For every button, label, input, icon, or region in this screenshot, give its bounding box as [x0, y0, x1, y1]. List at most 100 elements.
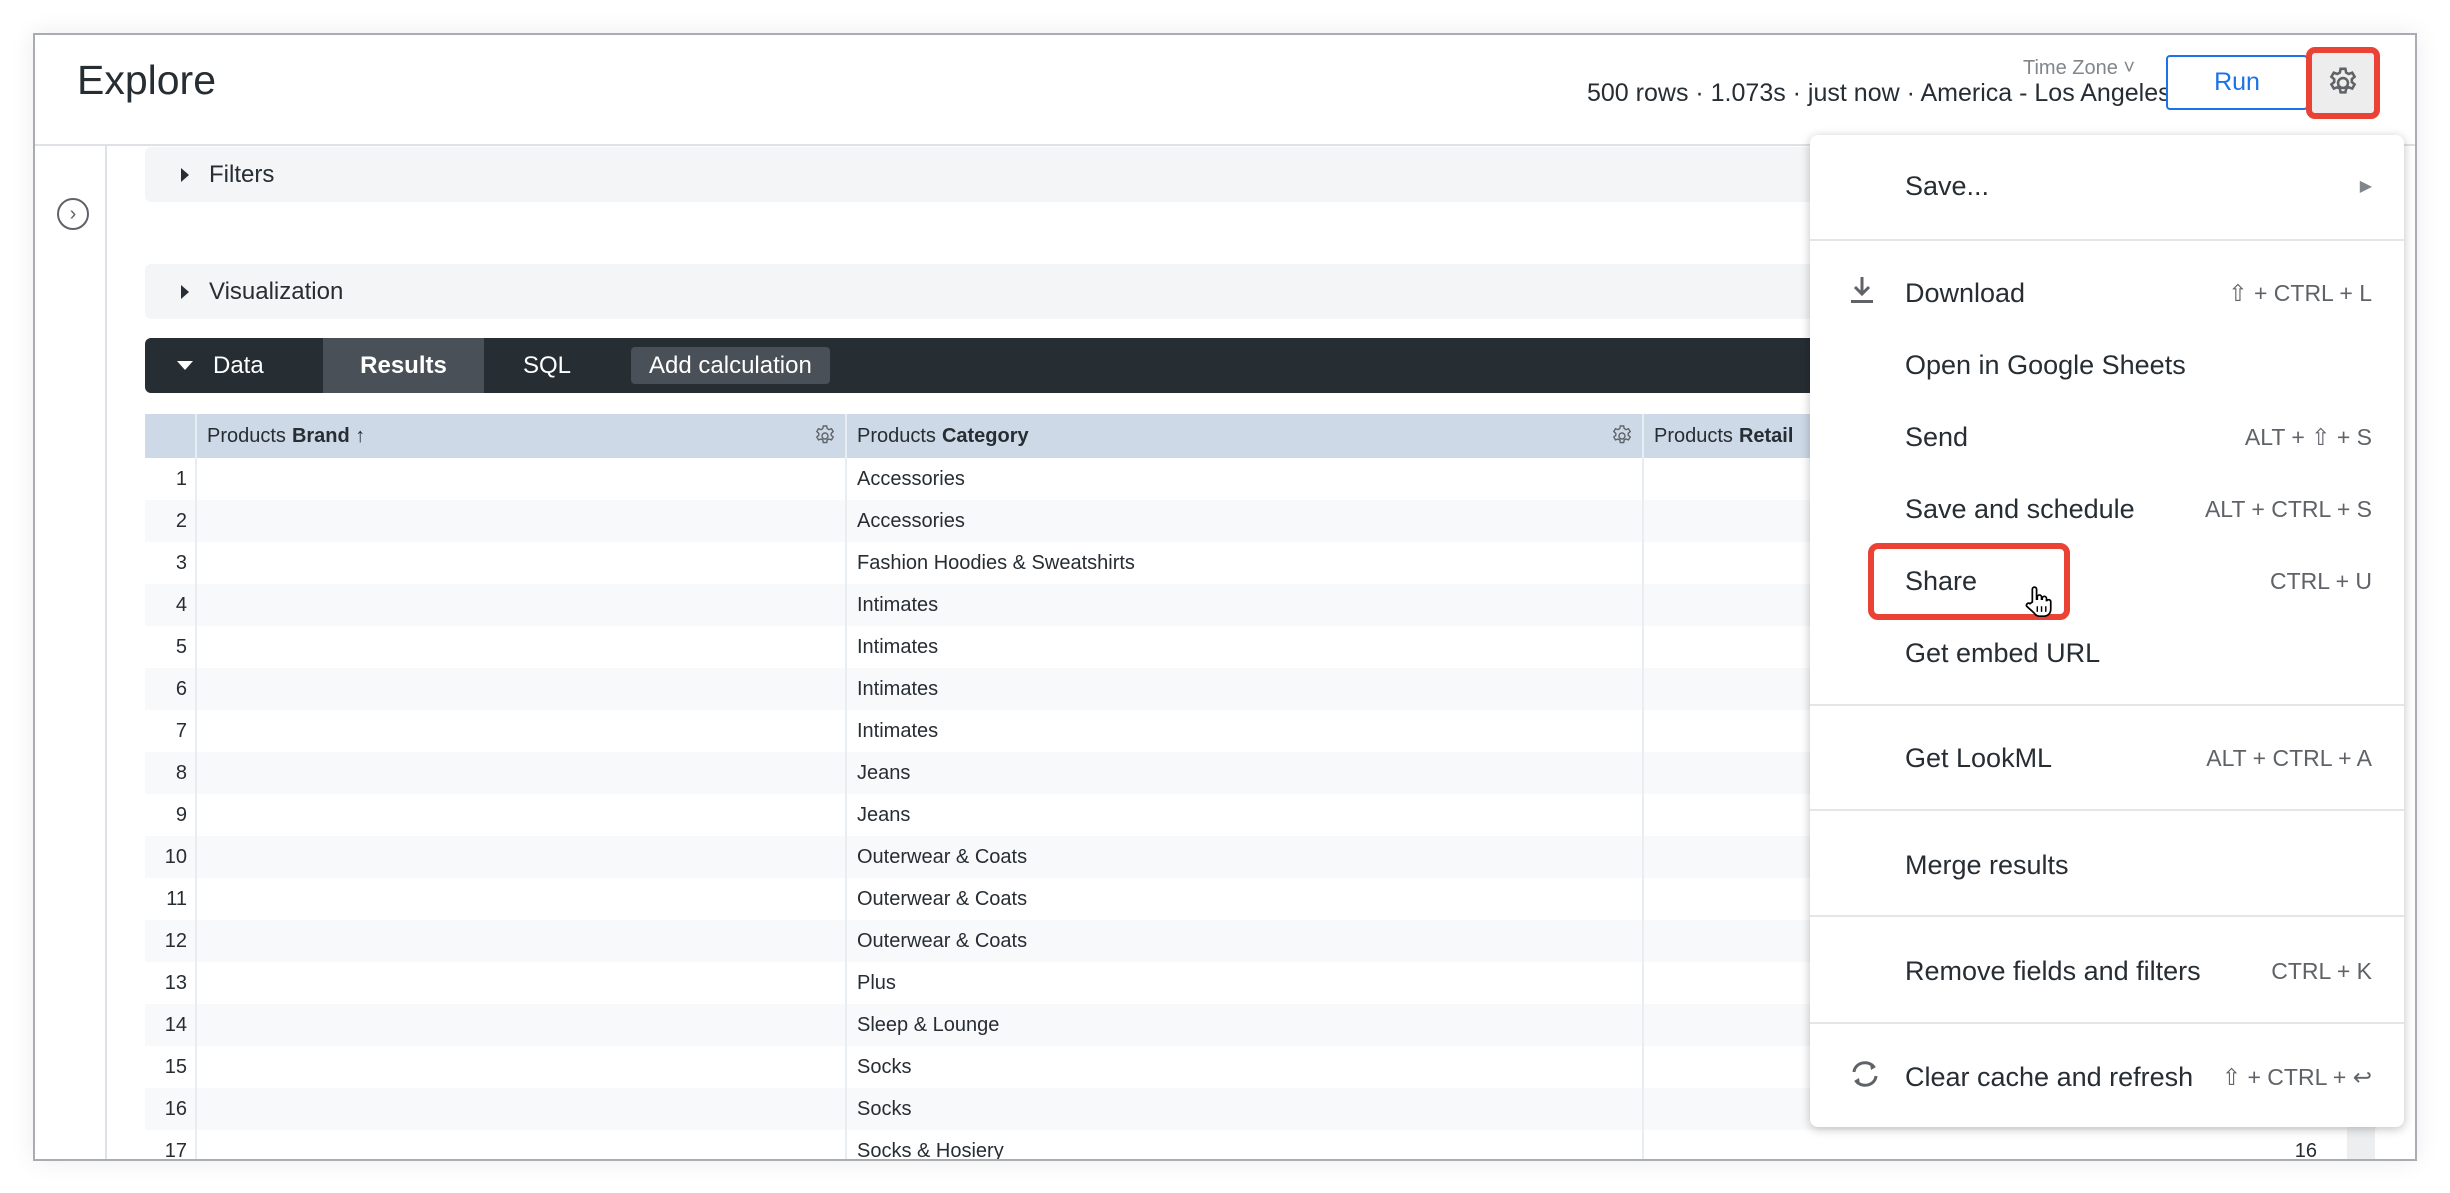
menu-divider	[1810, 809, 2404, 811]
row-number: 8	[175, 761, 187, 784]
row-number: 15	[164, 1055, 187, 1078]
expand-sidebar-button[interactable]: ›	[57, 198, 89, 230]
brand-cell[interactable]	[195, 500, 845, 542]
add-calculation-button[interactable]: Add calculation	[631, 347, 830, 384]
retail-cell[interactable]	[1642, 794, 2347, 836]
category-cell[interactable]: Accessories	[845, 500, 1642, 542]
menu-item-clear-cache[interactable]: Clear cache and refresh ⇧ + CTRL + ↩	[1810, 1047, 2404, 1107]
retail-cell[interactable]: 16	[1642, 1130, 2347, 1159]
visualization-label: Visualization	[209, 277, 344, 305]
brand-cell[interactable]	[195, 836, 845, 878]
category-cell[interactable]: Outerwear & Coats	[845, 878, 1642, 920]
table-row: 13 Plus	[145, 962, 2377, 1004]
retail-cell[interactable]	[1642, 710, 2347, 752]
row-number: 14	[164, 1013, 187, 1036]
retail-cell[interactable]	[1642, 584, 2347, 626]
retail-cell[interactable]	[1642, 626, 2347, 668]
retail-cell[interactable]	[1642, 752, 2347, 794]
menu-item-merge-results[interactable]: Merge results	[1905, 849, 2069, 880]
table-row: 9 Jeans	[145, 794, 2377, 836]
brand-cell[interactable]	[195, 1046, 845, 1088]
retail-cell[interactable]	[1642, 668, 2347, 710]
menu-item-get-lookml[interactable]: Get LookML ALT + CTRL + A	[1905, 742, 2372, 773]
brand-cell[interactable]	[195, 584, 845, 626]
brand-cell[interactable]	[195, 668, 845, 710]
time-zone-dropdown[interactable]: Time Zone ˅	[2023, 57, 2135, 80]
row-number: 11	[166, 887, 187, 910]
brand-cell[interactable]	[195, 878, 845, 920]
tab-sql[interactable]: SQL	[523, 351, 572, 379]
menu-item-share[interactable]: Share CTRL + U	[1905, 565, 2372, 596]
brand-cell[interactable]	[195, 962, 845, 1004]
menu-item-remove-fields[interactable]: Remove fields and filters CTRL + K	[1905, 955, 2372, 986]
brand-cell[interactable]	[195, 710, 845, 752]
category-cell[interactable]: Jeans	[845, 794, 1642, 836]
category-cell[interactable]: Sleep & Lounge	[845, 1004, 1642, 1046]
brand-cell[interactable]	[195, 920, 845, 962]
menu-divider	[1810, 239, 2404, 241]
brand-cell[interactable]	[195, 1130, 845, 1159]
explore-window: Explore Time Zone ˅ 500 rows · 1.073s · …	[33, 33, 2417, 1161]
row-number: 16	[164, 1097, 187, 1120]
category-cell[interactable]: Socks & Hosiery	[845, 1130, 1642, 1159]
menu-item-send[interactable]: Send ALT + ⇧ + S	[1905, 421, 2372, 452]
row-number: 10	[164, 845, 187, 868]
menu-item-save[interactable]: Save... ▶	[1905, 170, 2372, 201]
row-number: 3	[175, 551, 187, 574]
caret-right-icon	[181, 167, 189, 182]
retail-cell[interactable]	[1642, 836, 2347, 878]
brand-cell[interactable]	[195, 1004, 845, 1046]
category-cell[interactable]: Intimates	[845, 584, 1642, 626]
table-row: 5 Intimates	[145, 626, 2377, 668]
column-header-retail[interactable]: Products Retail	[1642, 414, 2347, 458]
data-label: Data	[213, 351, 264, 379]
retail-cell[interactable]	[1642, 878, 2347, 920]
brand-cell[interactable]	[195, 794, 845, 836]
caret-right-icon	[181, 284, 189, 299]
run-button[interactable]: Run	[2166, 55, 2308, 110]
menu-item-save-and-schedule[interactable]: Save and schedule ALT + CTRL + S	[1905, 493, 2372, 524]
row-number: 13	[164, 971, 187, 994]
category-cell[interactable]: Intimates	[845, 626, 1642, 668]
brand-cell[interactable]	[195, 542, 845, 584]
category-cell[interactable]: Socks	[845, 1046, 1642, 1088]
menu-item-get-embed-url[interactable]: Get embed URL	[1905, 637, 2101, 668]
retail-cell[interactable]	[1642, 542, 2347, 584]
category-cell[interactable]: Outerwear & Coats	[845, 920, 1642, 962]
retail-cell[interactable]	[1642, 962, 2347, 1004]
chevron-right-icon: ▶	[2359, 178, 2372, 195]
brand-cell[interactable]	[195, 458, 845, 500]
row-number: 6	[175, 677, 187, 700]
menu-item-download[interactable]: Download ⇧ + CTRL + L	[1810, 263, 2404, 323]
row-number: 7	[175, 719, 187, 742]
retail-cell[interactable]	[1642, 500, 2347, 542]
chevron-down-icon: ˅	[2123, 57, 2136, 79]
brand-cell[interactable]	[195, 626, 845, 668]
category-cell[interactable]: Socks	[845, 1088, 1642, 1130]
table-row: 15 Socks	[145, 1046, 2377, 1088]
category-cell[interactable]: Outerwear & Coats	[845, 836, 1642, 878]
tab-results[interactable]: Results	[323, 338, 484, 393]
category-cell[interactable]: Intimates	[845, 710, 1642, 752]
retail-cell[interactable]	[1642, 920, 2347, 962]
gear-icon[interactable]	[813, 424, 837, 448]
column-header-brand[interactable]: Products Brand ↑	[195, 414, 845, 458]
category-cell[interactable]: Jeans	[845, 752, 1642, 794]
data-toggle[interactable]: Data	[145, 338, 323, 393]
category-cell[interactable]: Accessories	[845, 458, 1642, 500]
brand-cell[interactable]	[195, 752, 845, 794]
category-cell[interactable]: Intimates	[845, 668, 1642, 710]
brand-cell[interactable]	[195, 1088, 845, 1130]
retail-cell[interactable]	[1642, 1004, 2347, 1046]
retail-cell[interactable]	[1642, 458, 2347, 500]
time-zone-label: Time Zone	[2023, 57, 2118, 79]
gear-icon[interactable]	[1610, 424, 1634, 448]
explore-actions-gear-button[interactable]	[2306, 47, 2380, 119]
category-cell[interactable]: Fashion Hoodies & Sweatshirts	[845, 542, 1642, 584]
retail-cell[interactable]	[1642, 1088, 2347, 1130]
menu-item-open-google-sheets[interactable]: Open in Google Sheets	[1905, 349, 2186, 380]
table-row: 17 Socks & Hosiery 16	[145, 1130, 2377, 1159]
category-cell[interactable]: Plus	[845, 962, 1642, 1004]
retail-cell[interactable]	[1642, 1046, 2347, 1088]
column-header-category[interactable]: Products Category	[845, 414, 1642, 458]
